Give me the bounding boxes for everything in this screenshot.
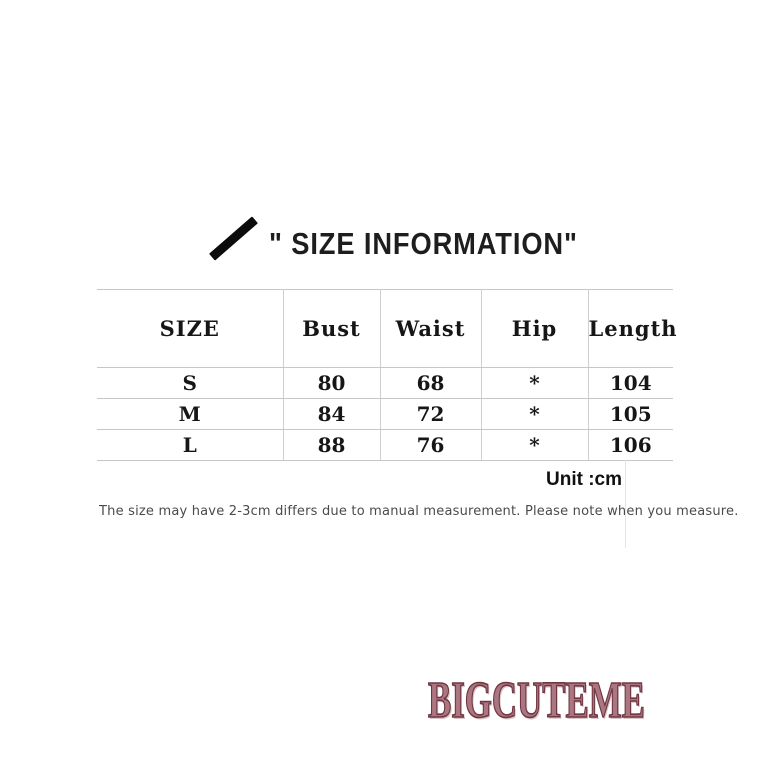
brand-logo: BIGCUTEME [427,672,645,729]
cell-bust: 80 [283,367,381,399]
table-row-s: S 80 68 * 104 [97,367,673,399]
column-header-bust: Bust [283,289,381,368]
brush-stroke-icon [209,216,258,261]
table-divider-artifact [625,460,626,548]
cell-waist: 68 [380,367,482,399]
size-table: SIZE Bust Waist Hip Length S 80 68 * 104… [97,289,677,461]
page-title: " SIZE INFORMATION" [269,226,578,261]
cell-length: 106 [588,429,673,461]
cell-bust: 88 [283,429,381,461]
cell-bust: 84 [283,398,381,430]
table-row-l: L 88 76 * 106 [97,429,673,461]
cell-waist: 76 [380,429,482,461]
cell-size: L [97,429,284,461]
cell-size: S [97,367,284,399]
column-header-size: SIZE [97,289,284,368]
column-header-hip: Hip [481,289,589,368]
measurement-note: The size may have 2-3cm differs due to m… [99,504,739,519]
column-header-length: Length [588,289,677,368]
table-row-m: M 84 72 * 105 [97,398,673,430]
cell-length: 105 [588,398,673,430]
cell-waist: 72 [380,398,482,430]
cell-size: M [97,398,284,430]
size-table-header-row: SIZE Bust Waist Hip Length [97,289,677,368]
cell-hip: * [481,398,589,430]
cell-length: 104 [588,367,673,399]
cell-hip: * [481,429,589,461]
column-header-waist: Waist [380,289,482,368]
cell-hip: * [481,367,589,399]
unit-label: Unit :cm [546,469,622,490]
